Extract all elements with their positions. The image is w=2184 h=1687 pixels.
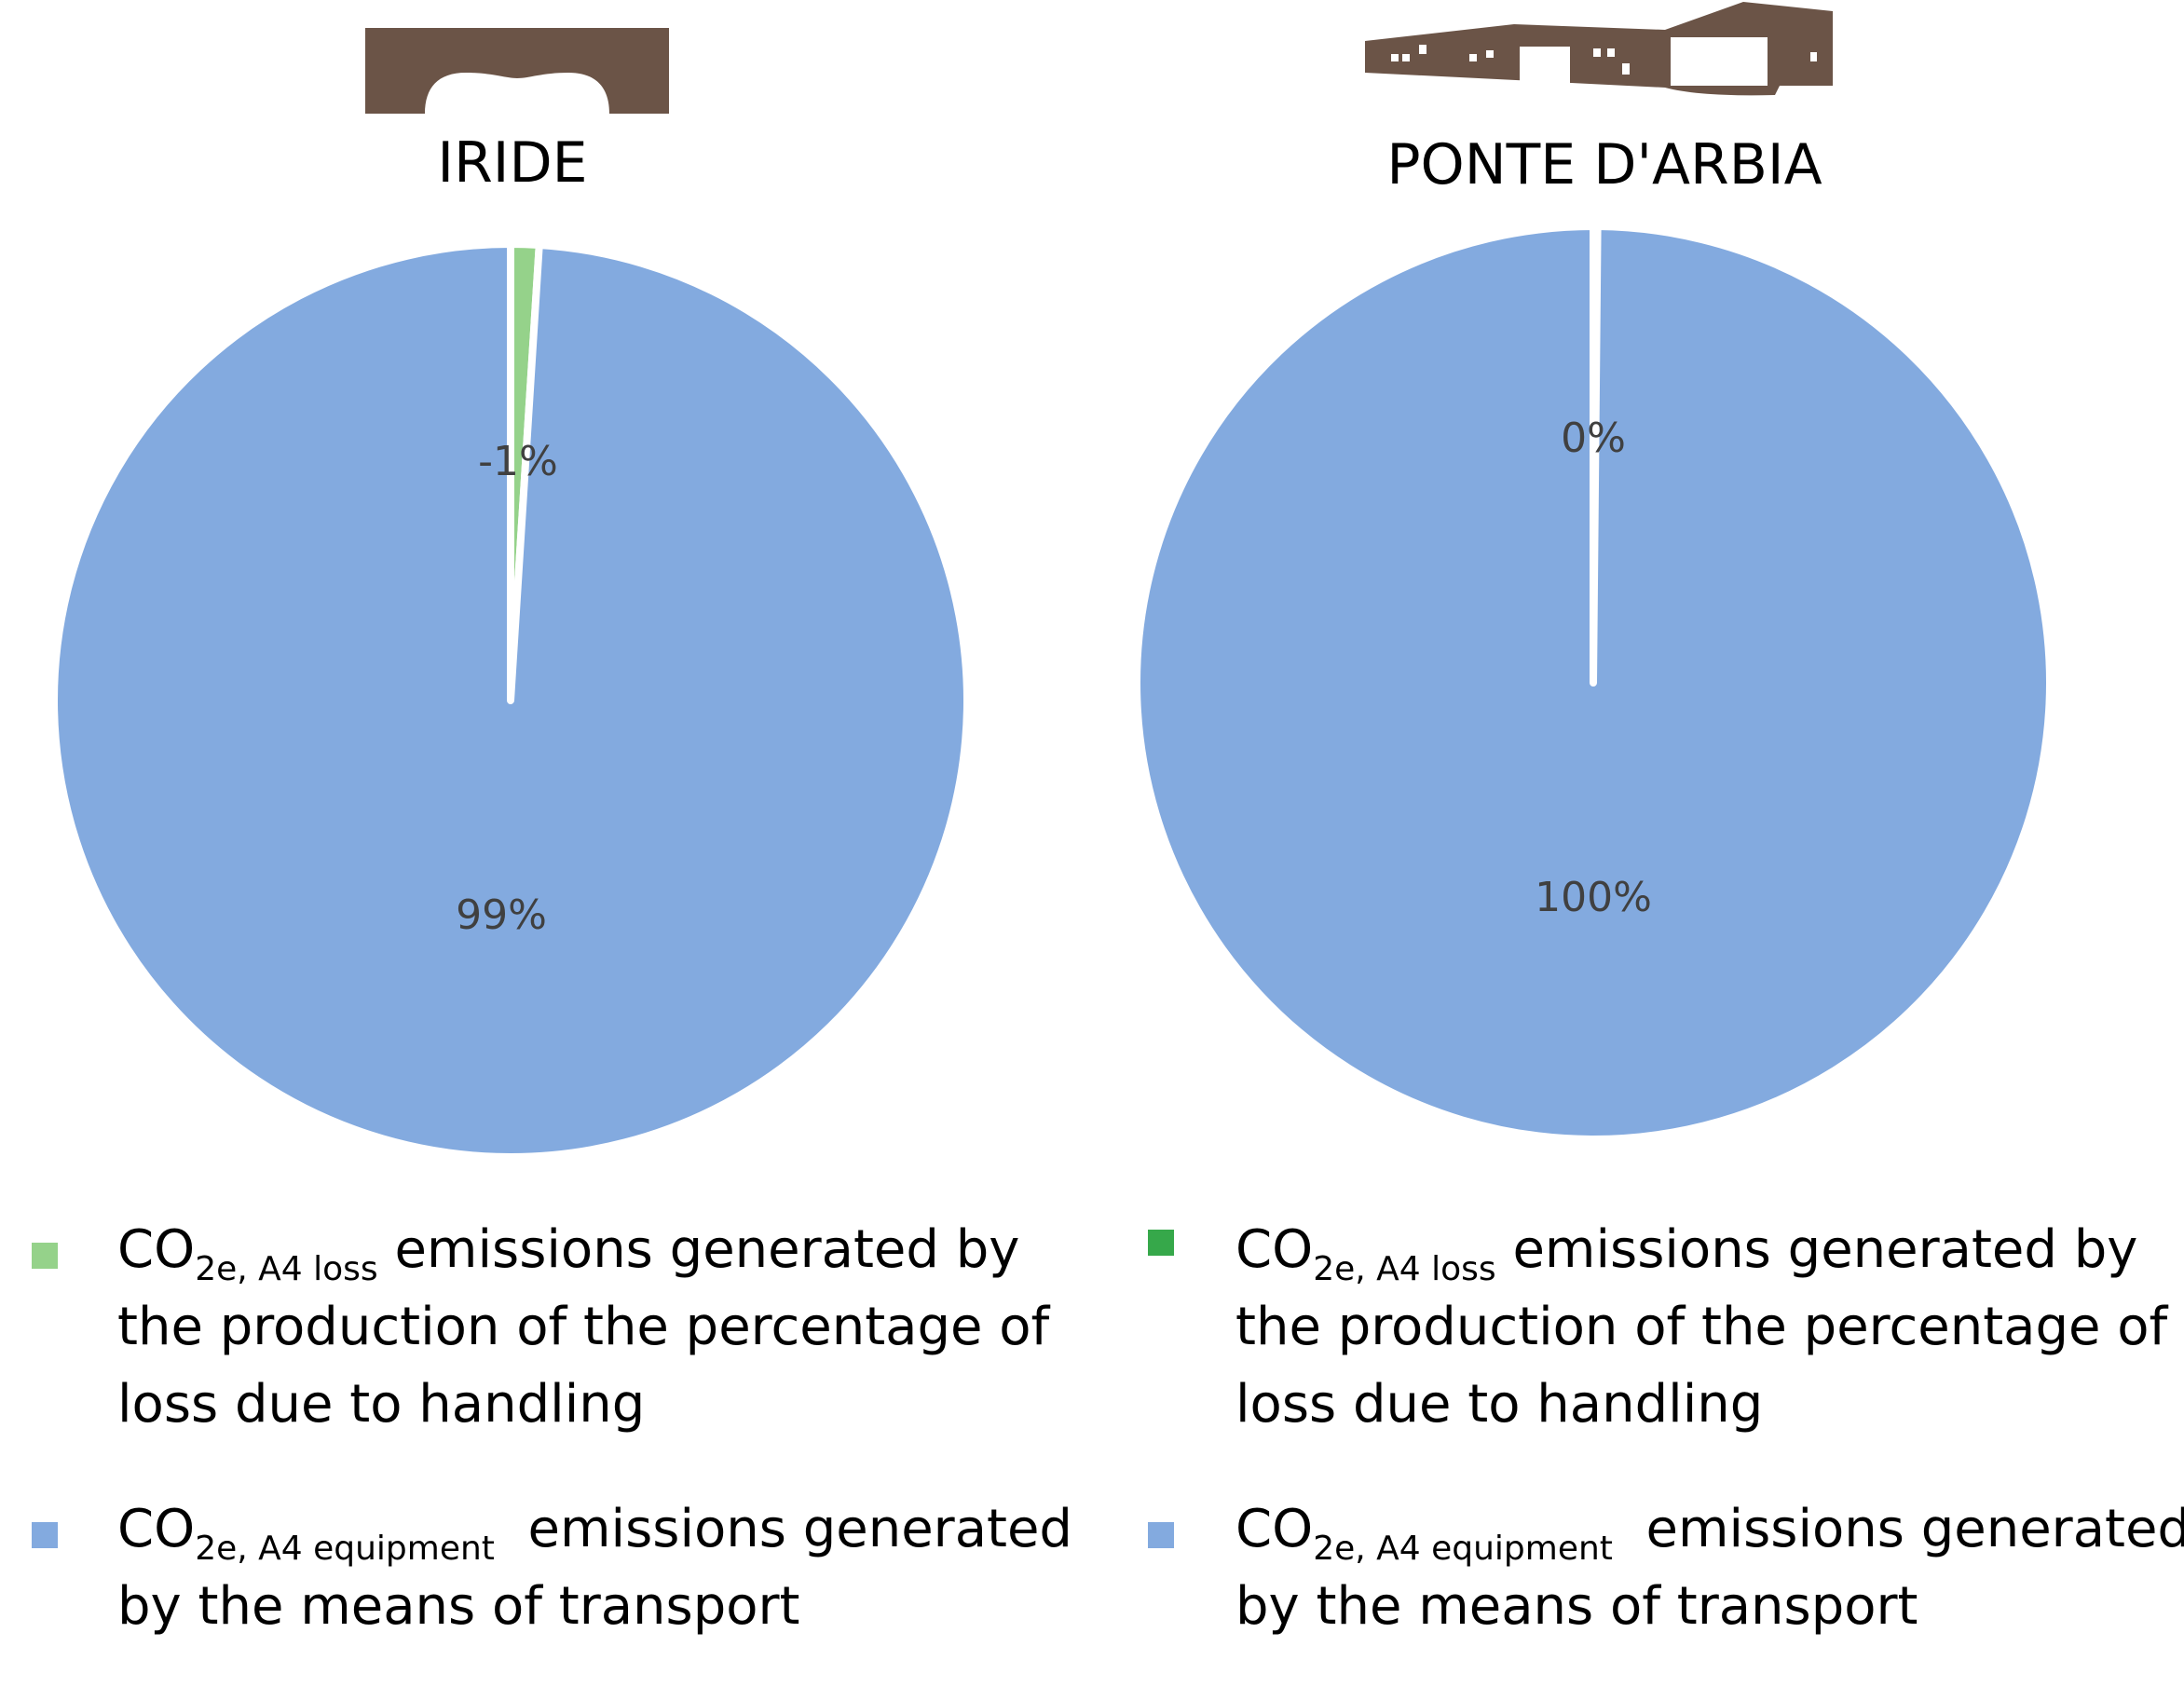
legend-swatch <box>1148 1230 1174 1256</box>
legend-line: emissions generated by <box>394 1219 1020 1280</box>
pie-slice-equipment <box>1132 223 2054 1143</box>
legend-line: by the means of transport <box>1235 1576 1918 1637</box>
legend-sub: 2e, A4 equipment <box>195 1530 495 1568</box>
legend-line: the production of the percentage of <box>1235 1297 2168 1357</box>
legend-base: CO <box>1235 1219 1314 1280</box>
legend-base: CO <box>1235 1499 1314 1559</box>
legend-label: CO2e, A4 equipment emissions generated b… <box>1235 1490 2184 1645</box>
legend-swatch <box>32 1243 58 1269</box>
legend-line: loss due to handling <box>1235 1374 1764 1435</box>
data-label: 100% <box>1535 874 1652 921</box>
legend-line: emissions generated <box>1645 1499 2184 1559</box>
chart-title: PONTE D'ARBIA <box>1386 132 1822 197</box>
chart-ponte-darbia: PONTE D'ARBIA 0% 100% CO2e, A4 loss emiss… <box>1092 0 2184 1687</box>
legend-swatch <box>1148 1522 1174 1548</box>
legend-line: emissions generated by <box>1512 1219 2138 1280</box>
legend-sub: 2e, A4 equipment <box>1313 1530 1613 1568</box>
chart-iride: IRIDE -1% 99% CO2e, A4 loss emissions gen… <box>0 0 1072 1687</box>
legend-label: CO2e, A4 loss emissions generated by the… <box>117 1211 1049 1443</box>
chart-title: IRIDE <box>437 130 588 196</box>
legend-line: emissions generated <box>527 1499 1072 1559</box>
legend-base: CO <box>117 1499 196 1559</box>
long-building-icon <box>1365 0 1836 102</box>
legend-label: CO2e, A4 loss emissions generated by the… <box>1235 1211 2167 1443</box>
pie-slice-equipment <box>50 240 971 1161</box>
legend-line: loss due to handling <box>117 1374 646 1435</box>
data-label: -1% <box>478 438 558 485</box>
legend-sub: 2e, A4 loss <box>195 1250 378 1288</box>
data-label: 99% <box>456 891 547 939</box>
legend-base: CO <box>117 1219 196 1280</box>
legend-label: CO2e, A4 equipment emissions generated b… <box>117 1490 1072 1645</box>
pie-chart: 0% 100% <box>1132 223 2054 1143</box>
legend-sub: 2e, A4 loss <box>1313 1250 1496 1288</box>
legend-line: the production of the percentage of <box>117 1297 1050 1357</box>
legend-swatch <box>32 1522 58 1548</box>
curved-roof-building-icon <box>365 28 669 114</box>
data-label: 0% <box>1561 415 1626 462</box>
pie-chart: -1% 99% <box>50 240 971 1161</box>
legend-line: by the means of transport <box>117 1576 800 1637</box>
